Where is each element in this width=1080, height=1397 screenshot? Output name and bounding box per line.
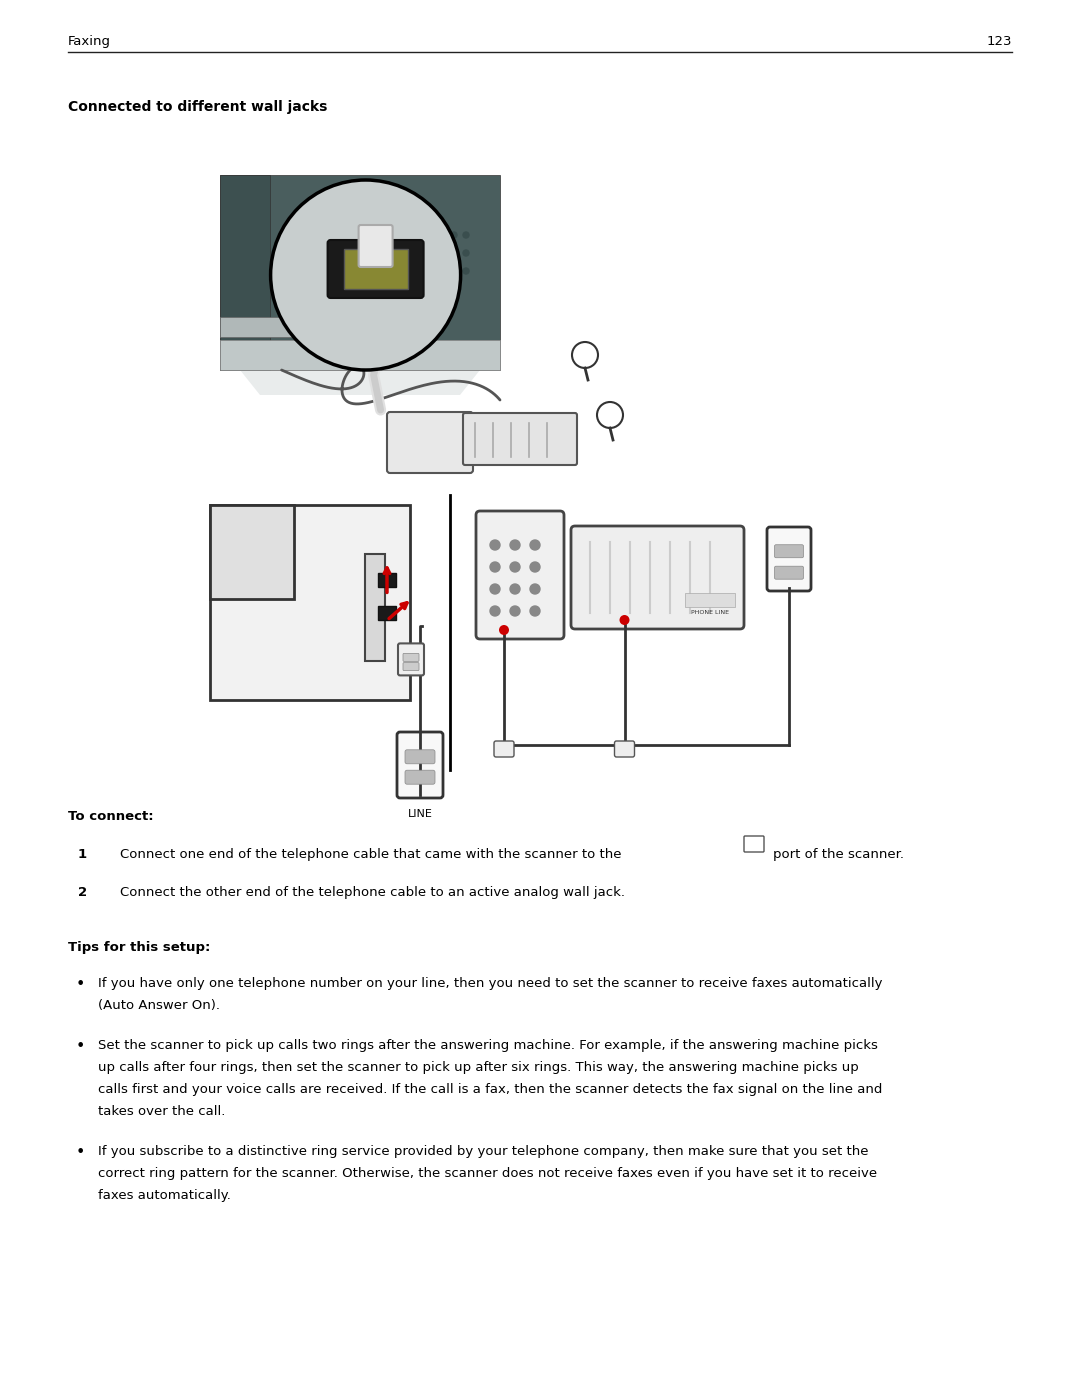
Polygon shape [240,370,480,395]
Circle shape [271,180,460,370]
Text: Tips for this setup:: Tips for this setup: [68,942,211,954]
FancyBboxPatch shape [767,527,811,591]
Text: correct ring pattern for the scanner. Otherwise, the scanner does not receive fa: correct ring pattern for the scanner. Ot… [98,1166,877,1180]
FancyBboxPatch shape [615,740,635,757]
Text: PHONE LINE: PHONE LINE [691,610,729,616]
Text: •: • [76,977,85,992]
Circle shape [438,250,445,256]
Text: If you have only one telephone number on your line, then you need to set the sca: If you have only one telephone number on… [98,977,882,990]
Circle shape [499,624,509,636]
FancyBboxPatch shape [210,504,410,700]
Circle shape [463,268,469,274]
Text: Connected to different wall jacks: Connected to different wall jacks [68,101,327,115]
FancyBboxPatch shape [405,750,435,764]
Circle shape [510,606,519,616]
Circle shape [451,268,457,274]
Circle shape [438,232,445,237]
FancyBboxPatch shape [774,545,804,557]
Circle shape [451,250,457,256]
Text: Faxing: Faxing [68,35,111,47]
Circle shape [510,584,519,594]
Circle shape [427,232,433,237]
Polygon shape [220,339,500,370]
Text: e: e [752,845,756,854]
FancyBboxPatch shape [463,414,577,465]
Circle shape [620,615,630,624]
Text: 123: 123 [986,35,1012,47]
Polygon shape [220,175,500,370]
Circle shape [463,232,469,237]
FancyBboxPatch shape [476,511,564,638]
Circle shape [427,250,433,256]
Text: 2: 2 [78,886,87,900]
FancyBboxPatch shape [494,740,514,757]
FancyBboxPatch shape [405,770,435,784]
Text: •: • [76,1146,85,1160]
Circle shape [510,562,519,571]
Text: Set the scanner to pick up calls two rings after the answering machine. For exam: Set the scanner to pick up calls two rin… [98,1039,878,1052]
FancyBboxPatch shape [343,249,407,289]
Circle shape [510,541,519,550]
Text: •: • [76,1039,85,1053]
Text: up calls after four rings, then set the scanner to pick up after six rings. This: up calls after four rings, then set the … [98,1060,859,1074]
FancyBboxPatch shape [365,553,384,661]
FancyBboxPatch shape [378,606,396,620]
Circle shape [530,584,540,594]
Text: LINE: LINE [407,809,432,819]
Circle shape [490,606,500,616]
Circle shape [438,268,445,274]
Text: port of the scanner.: port of the scanner. [773,848,904,861]
Circle shape [597,402,623,427]
FancyBboxPatch shape [220,317,360,337]
FancyBboxPatch shape [571,527,744,629]
FancyBboxPatch shape [774,566,804,580]
FancyBboxPatch shape [359,225,393,267]
FancyBboxPatch shape [378,573,396,587]
Text: faxes automatically.: faxes automatically. [98,1189,231,1201]
Circle shape [451,232,457,237]
FancyBboxPatch shape [387,412,473,474]
Circle shape [427,268,433,274]
Text: If you subscribe to a distinctive ring service provided by your telephone compan: If you subscribe to a distinctive ring s… [98,1146,868,1158]
Circle shape [490,541,500,550]
FancyBboxPatch shape [744,835,764,852]
Circle shape [490,584,500,594]
Circle shape [530,606,540,616]
FancyBboxPatch shape [403,654,419,661]
FancyBboxPatch shape [327,240,423,298]
Text: 1: 1 [78,848,87,861]
Circle shape [530,562,540,571]
Text: takes over the call.: takes over the call. [98,1105,226,1118]
Text: calls first and your voice calls are received. If the call is a fax, then the sc: calls first and your voice calls are rec… [98,1083,882,1097]
Text: To connect:: To connect: [68,810,153,823]
FancyBboxPatch shape [403,662,419,671]
FancyBboxPatch shape [210,504,294,598]
Circle shape [572,342,598,367]
FancyBboxPatch shape [685,592,735,608]
Text: Connect the other end of the telephone cable to an active analog wall jack.: Connect the other end of the telephone c… [120,886,625,900]
FancyBboxPatch shape [397,732,443,798]
Circle shape [530,541,540,550]
FancyBboxPatch shape [399,644,424,675]
Polygon shape [220,175,270,370]
Circle shape [463,250,469,256]
Circle shape [490,562,500,571]
Text: (Auto Answer On).: (Auto Answer On). [98,999,220,1011]
Text: Connect one end of the telephone cable that came with the scanner to the: Connect one end of the telephone cable t… [120,848,621,861]
